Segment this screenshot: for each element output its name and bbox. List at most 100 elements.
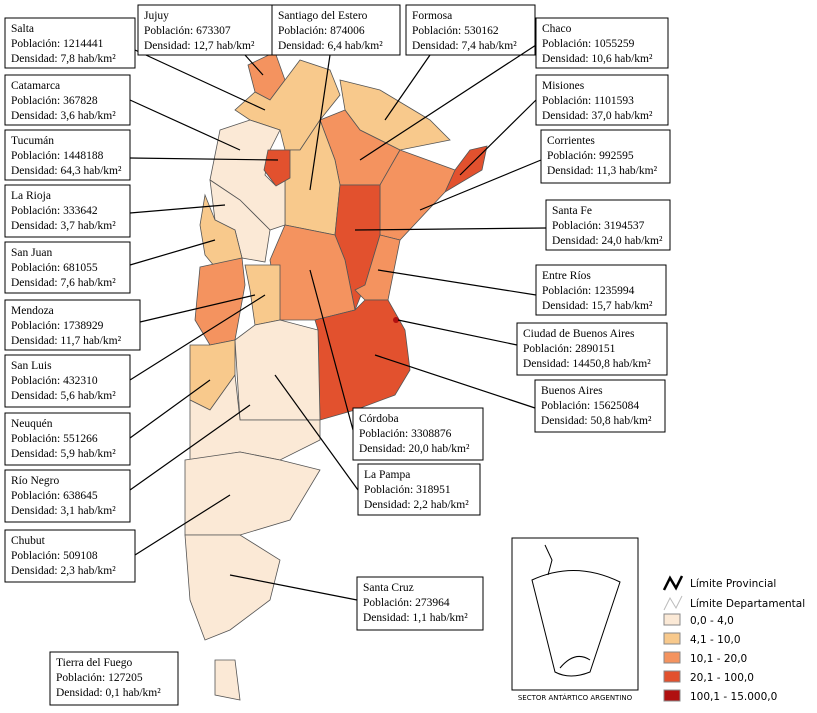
antarctic-sector: [531, 570, 621, 677]
province-chubut: [184, 451, 321, 536]
antarctic-inset: SECTOR ANTÁRTICO ARGENTINO: [511, 537, 639, 702]
province-tucuman: [263, 149, 291, 187]
province-labels: Salta Población: 1214441 Densidad: 7,8 hab…: [4, 4, 671, 706]
province-name: Santa Fe: [552, 205, 592, 217]
leader-line: [419, 159, 542, 211]
province-population: Población: 1235994: [542, 285, 635, 297]
legend: Límite Provincial Límite Departamental 0…: [662, 575, 805, 703]
province-name: La Pampa: [364, 469, 410, 481]
leader-line: [134, 49, 266, 111]
legend-swatch: [663, 670, 681, 683]
leader-line: [139, 294, 256, 323]
province-population: Población: 1055259: [542, 38, 635, 50]
leader-line: [354, 227, 547, 231]
label-box: [545, 199, 671, 251]
label-box: [271, 4, 401, 56]
leader-line: [229, 574, 358, 601]
label-box: [4, 184, 131, 238]
province-name: La Rioja: [11, 190, 51, 202]
leader-line: [359, 44, 537, 161]
legend-departmental: Límite Departamental: [690, 598, 805, 610]
leader-line: [129, 99, 241, 151]
province-population: Población: 318951: [364, 484, 451, 496]
legend-provincial-symbol: [662, 575, 684, 591]
label-box: [4, 74, 131, 126]
leader-line: [384, 54, 431, 121]
province-name: Jujuy: [144, 10, 169, 22]
province-population: Población: 273964: [363, 597, 450, 609]
province-density: Densidad: 3,7 hab/km²: [11, 220, 116, 232]
province-density: Densidad: 64,3 hab/km²: [11, 165, 122, 177]
legend-swatch: [663, 651, 681, 664]
province-name: Chaco: [542, 23, 572, 35]
label-box: [4, 412, 131, 466]
legend-departmental-symbol: [663, 595, 683, 611]
province-density: Densidad: 7,4 hab/km²: [412, 40, 517, 52]
province-density: Densidad: 15,7 hab/km²: [542, 300, 653, 312]
province-population: Población: 2890151: [523, 343, 616, 355]
province-density: Densidad: 11,3 hab/km²: [547, 165, 658, 177]
province-caba: [393, 317, 399, 323]
province-population: Población: 127205: [56, 672, 143, 684]
province-density: Densidad: 10,6 hab/km²: [542, 53, 653, 65]
province-population: Población: 1448188: [11, 150, 104, 162]
province-density: Densidad: 11,7 hab/km²: [11, 335, 122, 347]
province-population: Población: 1101593: [542, 95, 634, 107]
province-density: Densidad: 12,7 hab/km²: [144, 40, 255, 52]
argentina-map: [184, 51, 488, 701]
province-population: Población: 1214441: [11, 38, 104, 50]
label-box: [535, 74, 669, 126]
leader-line: [129, 294, 266, 381]
legend-class-label: 0,0 - 4,0: [690, 615, 734, 627]
label-box: [535, 17, 669, 69]
province-population: Población: 530162: [412, 25, 499, 37]
province-population: Población: 15625084: [541, 400, 639, 412]
label-box: [4, 17, 136, 69]
leader-line: [309, 54, 331, 191]
label-box: [535, 264, 667, 316]
province-density: Densidad: 0,1 hab/km²: [56, 687, 161, 699]
province-density: Densidad: 5,6 hab/km²: [11, 390, 116, 402]
leader-line: [129, 204, 226, 214]
label-box: [405, 4, 536, 56]
leader-line: [244, 54, 264, 76]
province-population: Población: 992595: [547, 150, 634, 162]
leader-line: [374, 354, 536, 409]
legend-class-label: 20,1 - 100,0: [690, 672, 754, 684]
leader-line: [274, 374, 359, 491]
province-population: Población: 551266: [11, 433, 98, 445]
label-box: [49, 651, 179, 706]
label-box: [534, 379, 666, 433]
province-name: Santiago del Estero: [278, 10, 368, 22]
province-density: Densidad: 2,3 hab/km²: [11, 565, 116, 577]
province-population: Población: 673307: [144, 25, 231, 37]
province-density: Densidad: 6,4 hab/km²: [278, 40, 383, 52]
province-density: Densidad: 1,1 hab/km²: [363, 612, 468, 624]
province-density: Densidad: 3,6 hab/km²: [11, 110, 116, 122]
province-population: Población: 874006: [278, 25, 365, 37]
label-box: [4, 354, 131, 408]
label-box: [137, 4, 276, 56]
province-name: Neuquén: [11, 418, 53, 430]
province-density: Densidad: 24,0 hab/km²: [552, 235, 663, 247]
label-box: [356, 576, 484, 631]
inset-label: SECTOR ANTÁRTICO ARGENTINO: [518, 693, 633, 702]
province-density: Densidad: 14450,8 hab/km²: [523, 358, 651, 370]
province-name: San Juan: [11, 247, 52, 259]
province-population: Población: 509108: [11, 550, 98, 562]
province-density: Densidad: 50,8 hab/km²: [541, 415, 652, 427]
legend-class-label: 100,1 - 15.000,0: [690, 691, 777, 703]
legend-provincial: Límite Provincial: [690, 578, 776, 590]
province-name: Río Negro: [11, 475, 59, 487]
label-box: [540, 129, 671, 184]
province-density: Densidad: 3,1 hab/km²: [11, 505, 116, 517]
province-mendoza: [194, 257, 246, 346]
province-name: Salta: [11, 23, 34, 35]
leader-line: [459, 99, 537, 176]
province-name: Misiones: [542, 80, 585, 92]
leader-line: [309, 269, 354, 431]
province-population: Población: 3308876: [359, 428, 452, 440]
label-box: [4, 299, 141, 351]
province-density: Densidad: 20,0 hab/km²: [359, 443, 470, 455]
leader-line: [129, 404, 251, 491]
